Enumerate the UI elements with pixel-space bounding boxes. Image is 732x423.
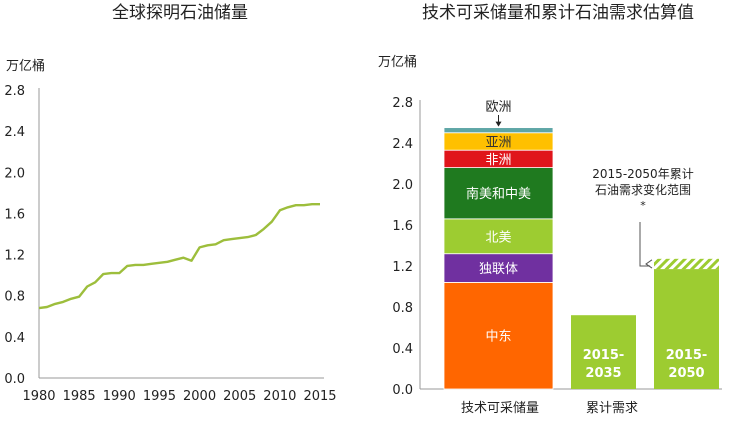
- callout-arrow: [495, 121, 502, 127]
- right-bars-group: 中东 独联体 北美 南美和中美 非洲 亚洲 欧洲 2015- 2035 2015- 2050: [443, 100, 719, 390]
- demand-bar-label: 2050: [668, 366, 704, 381]
- range-bracket: [645, 259, 653, 269]
- demand-bar-label: 2015-: [666, 348, 708, 363]
- left-x-tick-label: 1995: [143, 389, 176, 404]
- left-y-tick-label: 1.6: [4, 207, 25, 222]
- right-y-tick-label: 2.0: [392, 178, 413, 193]
- right-tick-labels: 0.0 0.4 0.8 1.2 1.6 2.0 2.4 2.8 技术可采储量 累计需求: [392, 96, 638, 416]
- right-y-tick-label: 0.8: [392, 301, 413, 316]
- reserves-line: [38, 202, 320, 310]
- right-y-tick-label: 2.4: [392, 137, 413, 152]
- left-y-axis-label: 万亿桶: [6, 59, 45, 74]
- left-x-tick-label: 1980: [22, 389, 55, 404]
- range-bracket-line: [639, 222, 650, 267]
- left-y-tick-label: 2.8: [4, 84, 25, 99]
- left-y-tick-label: 0.0: [4, 372, 25, 387]
- left-axes: [38, 88, 324, 379]
- stack-segment-label: 独联体: [479, 262, 518, 277]
- demand-bar-label: 2035: [585, 366, 621, 381]
- left-y-tick-label: 0.4: [4, 331, 25, 346]
- stack-segment: [443, 127, 554, 134]
- right-y-tick-label: 1.6: [392, 219, 413, 234]
- left-x-tick-label: 1990: [103, 389, 136, 404]
- left-x-tick-label: 2005: [223, 389, 256, 404]
- range-annotation-line-1: 2015-2050年累计: [592, 167, 693, 181]
- left-y-tick-label: 2.4: [4, 125, 25, 140]
- demand-bar: [571, 315, 636, 389]
- right-y-tick-label: 1.2: [392, 260, 413, 275]
- stack-segment-label: 中东: [485, 330, 511, 345]
- stack-segment-label: 南美和中美: [466, 186, 531, 202]
- right-y-tick-label: 0.4: [392, 342, 413, 357]
- demand-bar-label: 2015-: [583, 348, 625, 363]
- left-series-group: [38, 202, 320, 310]
- left-y-tick-label: 0.8: [4, 290, 25, 305]
- right-y-tick-label: 0.0: [392, 383, 413, 398]
- stack-segment: [443, 218, 554, 255]
- demand-range-band: [654, 258, 719, 270]
- left-y-tick-label: 2.0: [4, 166, 25, 181]
- right-x-category-label: 技术可采储量: [461, 401, 539, 416]
- left-x-tick-label: 2015: [303, 389, 336, 404]
- range-annotation-footnote: *: [640, 199, 646, 212]
- left-x-tick-label: 1985: [63, 389, 96, 404]
- stack-segment-label: 欧洲: [485, 100, 511, 115]
- right-chart-title: 技术可采储量和累计石油需求估算值: [422, 3, 694, 23]
- stack-segment-label: 非洲: [485, 153, 511, 168]
- left-chart-title: 全球探明石油储量: [112, 3, 248, 23]
- stack-segment-label: 亚洲: [485, 135, 511, 150]
- range-annotation-line-2: 石油需求变化范围: [595, 182, 691, 197]
- right-y-tick-label: 2.8: [392, 96, 413, 111]
- left-tick-labels: 0.0 0.4 0.8 1.2 1.6 2.0 2.4 2.8 1980 1985 1990 1995…: [4, 84, 336, 404]
- stack-segment: [443, 167, 554, 220]
- left-x-tick-label: 2010: [263, 389, 296, 404]
- right-x-category-label: 累计需求: [586, 401, 638, 416]
- demand-bar: [654, 269, 719, 389]
- right-y-axis-label: 万亿桶: [378, 55, 417, 70]
- left-y-tick-label: 1.2: [4, 249, 25, 264]
- stack-segment-label: 北美: [485, 230, 511, 245]
- left-x-tick-label: 2000: [183, 389, 216, 404]
